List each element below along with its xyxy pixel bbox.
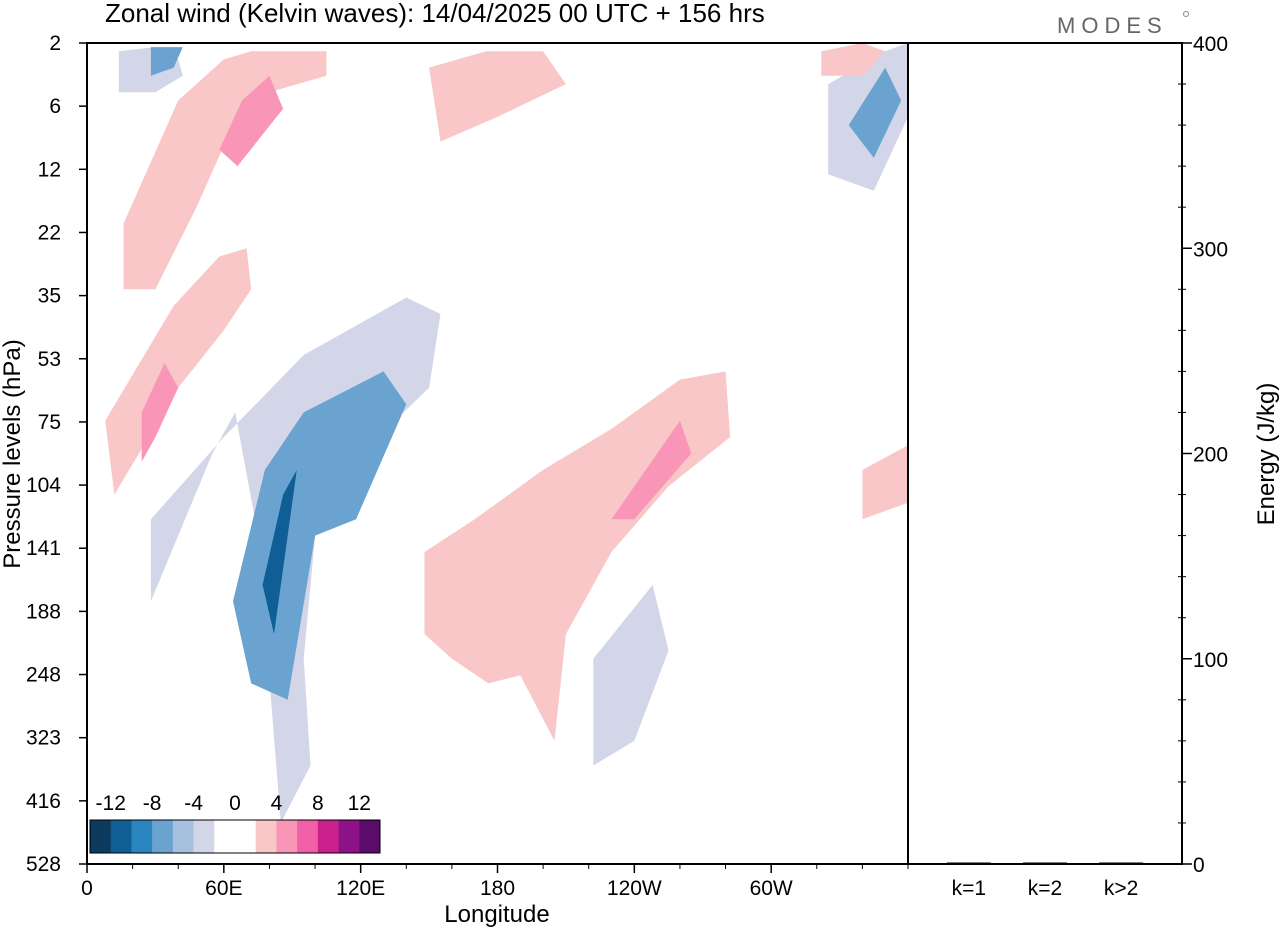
colorbar-swatch (359, 820, 381, 853)
energy-bar (1099, 862, 1144, 864)
energy-category-label: k>2 (1104, 877, 1138, 900)
colorbar-swatch (152, 820, 174, 853)
contour-neg-main-mid (233, 371, 407, 700)
y-axis-label: Pressure levels (hPa) (0, 339, 26, 568)
x-tick-label: 60E (205, 877, 242, 900)
colorbar-label: -8 (143, 792, 162, 815)
x-tick-label: 60W (750, 877, 793, 900)
colorbar-border (89, 819, 381, 854)
colorbar-label: 0 (229, 792, 241, 815)
colorbar-swatch (255, 820, 277, 853)
contour-neg-lower-right (593, 584, 669, 766)
contour-pos-upper-mid (429, 51, 566, 142)
energy-tick-label: 400 (1193, 33, 1228, 56)
y-tick-label: 188 (26, 600, 61, 623)
energy-category-label: k=2 (1028, 877, 1062, 900)
contour-pos-central-envelope (424, 371, 731, 741)
y-tick-label: 22 (38, 221, 61, 244)
x-axis: 0 60E 120E 180 120W 60W (81, 864, 909, 900)
y-tick-label: 75 (38, 411, 61, 434)
x-axis-label: Longitude (444, 901, 549, 928)
contour-pos-central-core (611, 420, 692, 520)
x-tick-label: 120E (336, 877, 385, 900)
y-tick-label: 6 (49, 95, 61, 118)
contour-neg-upper-left-b (150, 47, 183, 76)
colorbar-swatch (235, 820, 257, 853)
energy-axis: 0 100 200 300 400 (1178, 33, 1228, 877)
energy-bar (946, 862, 991, 864)
chart-title: Zonal wind (Kelvin waves): 14/04/2025 00… (105, 0, 765, 28)
energy-tick-label: 200 (1193, 444, 1228, 467)
colorbar-label: -12 (96, 792, 126, 815)
contour-pos-upper-core (219, 75, 284, 167)
energy-bars: k=1 k=2 k>2 (946, 862, 1144, 900)
colorbar-label: 4 (271, 792, 283, 815)
colorbar-swatch (90, 820, 112, 853)
contour-neg-main-core (262, 469, 297, 635)
energy-axis-label: Energy (J/kg) (1253, 383, 1280, 526)
x-tick-label: 0 (81, 877, 93, 900)
energy-tick-label: 0 (1193, 854, 1205, 877)
y-tick-label: 53 (38, 348, 61, 371)
contour-pos-topright (821, 43, 886, 76)
colorbar-swatch (317, 820, 339, 853)
y-tick-label: 104 (26, 474, 61, 497)
energy-bar (1023, 862, 1067, 864)
colorbar-swatch (297, 820, 319, 853)
contour-pos-right-edge (862, 445, 908, 520)
registered-mark-icon (1183, 11, 1189, 17)
contour-pos-upper-band (123, 51, 327, 290)
brand-logo: MODES (1057, 13, 1168, 38)
y-tick-label: 141 (26, 537, 61, 560)
x-tick-label: 120W (607, 877, 662, 900)
colorbar-swatch (276, 820, 298, 853)
colorbar-swatch (193, 820, 215, 853)
colorbar-label: 8 (312, 792, 324, 815)
energy-tick-label: 100 (1193, 649, 1228, 672)
y-tick-label: 2 (49, 32, 61, 55)
colorbar-swatch (338, 820, 360, 853)
y-tick-label: 323 (26, 727, 61, 750)
contour-pos-strato-left-core (141, 363, 179, 462)
colorbar-swatch (172, 820, 194, 853)
colorbar-swatch (214, 820, 236, 853)
y-tick-label: 528 (26, 853, 61, 876)
contour-neg-topright-b (848, 67, 902, 158)
colorbar-swatch (110, 820, 132, 853)
y-axis: 2 6 12 22 35 53 75 104 141 188 248 323 416 528 (26, 32, 87, 876)
x-tick-label: 180 (480, 877, 515, 900)
colorbar-label: 12 (348, 792, 371, 815)
y-tick-label: 416 (26, 790, 61, 813)
energy-category-label: k=1 (952, 877, 986, 900)
energy-panel-frame (907, 42, 1183, 865)
y-tick-label: 35 (38, 285, 61, 308)
contour-layer (105, 43, 908, 823)
y-tick-label: 248 (26, 664, 61, 687)
colorbar-swatch (131, 820, 153, 853)
colorbar: -12 -8 -4 0 4 8 12 (89, 792, 381, 854)
energy-tick-label: 300 (1193, 238, 1228, 261)
y-tick-label: 12 (38, 158, 61, 181)
colorbar-label: -4 (184, 792, 203, 815)
